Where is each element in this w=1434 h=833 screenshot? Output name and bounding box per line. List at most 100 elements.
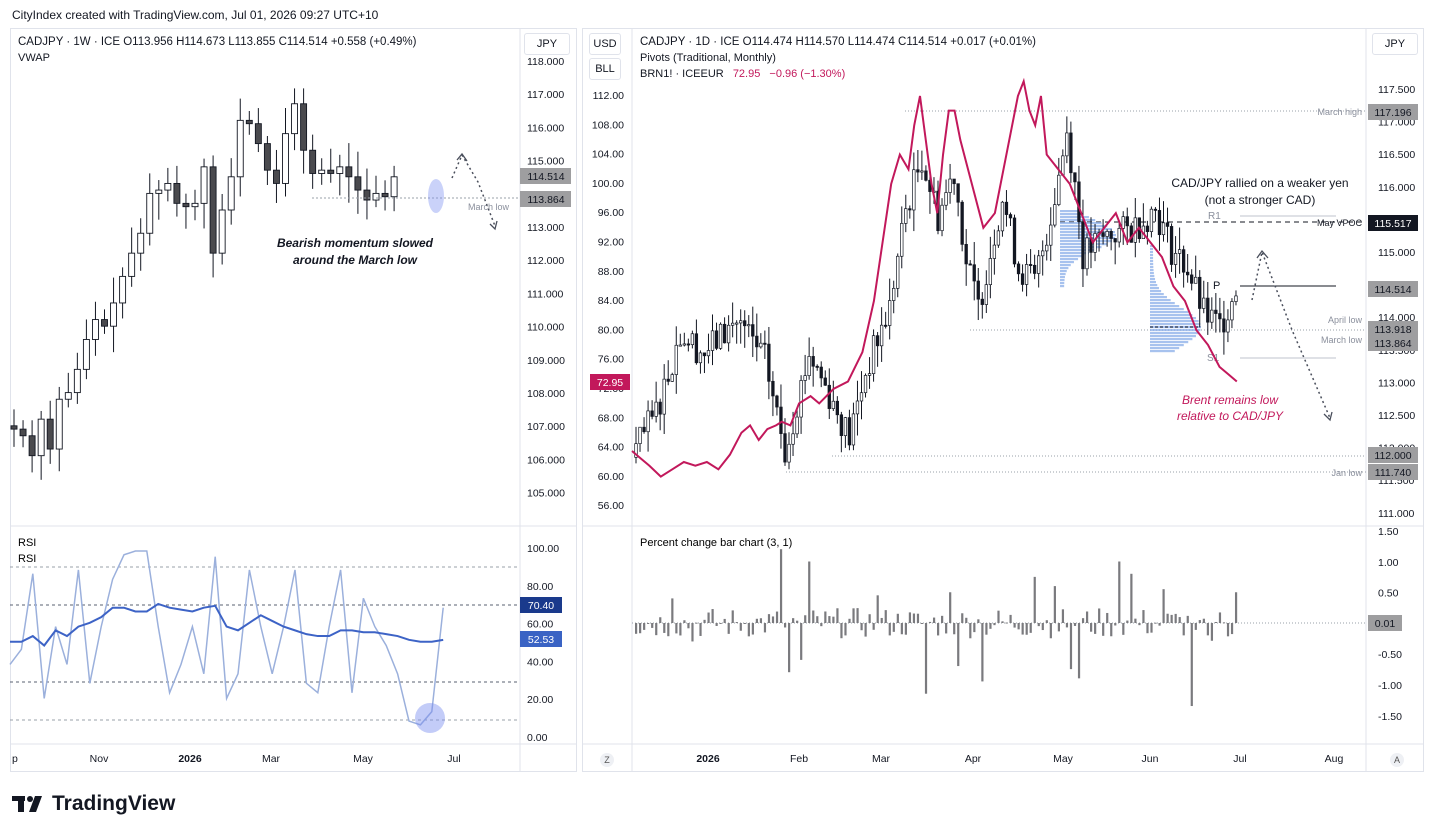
pct-bar-82 [965,617,968,623]
pct-y-tick-1: 1.00 [1378,557,1399,569]
left-candles [10,88,398,480]
right-currency-button[interactable]: JPY [1372,33,1418,55]
pct-bar-99 [1033,576,1036,623]
left-currency-button[interactable]: JPY [524,33,570,55]
right-candle-body-57 [863,375,868,394]
pct-bar-8 [667,623,670,637]
left-chart-panel[interactable] [10,28,577,772]
pct-label: Percent change bar chart (3, 1) [640,537,792,549]
pct-bar-85 [977,619,980,623]
pct-bar-11 [679,623,682,636]
right-candle-body-147 [1226,319,1230,333]
right-candle-body-72 [924,170,928,181]
rsi-tag-1-bg [520,597,562,613]
left-candle-body-22 [209,166,217,254]
left-y-axis[interactable]: 118.000117.000116.000115.000114.000113.0… [527,56,565,500]
right-candle-body-132 [1165,222,1170,227]
rsi-y-tick-3: 40.00 [527,656,553,668]
right-candle-body-7 [662,378,666,415]
timezone-button[interactable]: Z [600,753,614,767]
left-y-tick-10: 108.000 [527,388,565,400]
right-candle-body-46 [819,366,823,379]
right-candle-body-90 [996,230,1001,246]
left-candle-body-39 [363,189,371,201]
right-candle-body-6 [658,401,662,415]
left-candle-body-17 [164,182,172,191]
pct-bar-24 [731,610,734,623]
usd-scale-button[interactable]: USD [589,33,621,55]
right-candle-body-35 [775,395,779,408]
left-candle-body-27 [254,123,262,145]
pct-bar-63 [888,623,891,636]
auto-scale-button[interactable]: A [1390,753,1404,767]
right-candle-body-50 [835,400,839,416]
vp-jun-bar-28 [1150,329,1201,332]
right-candle-body-22 [722,323,727,344]
right-indicator-pivots: Pivots (Traditional, Monthly) [640,52,776,64]
pct-bar-37 [783,623,787,628]
vp-jun-bar-16 [1150,293,1164,296]
right-y-tick-9: 113.000 [1378,377,1415,389]
rsi-tag-2-bg [520,631,562,647]
left-y-tick-12: 106.000 [527,454,565,466]
brent-y-tick-4: 96.00 [598,207,624,219]
left-candle-body-23 [218,209,226,254]
right-x-axis[interactable]: 2026 Feb Mar Apr May Jun Jul Aug [696,753,1343,765]
pct-bar-4 [651,623,654,628]
pct-bar-93 [1009,614,1012,623]
right-candle-body-29 [751,324,755,337]
pct-bar-27 [743,623,746,624]
bll-scale-button[interactable]: BLL [589,58,621,80]
right-price-tag-bg-5 [1368,447,1418,463]
right-price-tag-3: 113.918 [1374,324,1411,336]
vp-jun-bar-34 [1150,347,1180,350]
pct-bar-77 [945,623,948,634]
pct-bar-40 [796,620,799,623]
brent-y-tick-5: 92.00 [598,237,624,249]
pct-bar-49 [832,616,835,623]
rsi-fast-line [9,550,444,726]
pct-bar-64 [892,623,895,632]
right-candle-body-78 [948,178,952,193]
right-candle-body-112 [1085,237,1089,270]
right-candle-body-102 [1045,244,1049,252]
brent-tag: 72.95 [597,377,623,389]
left-candle-body-5 [55,398,63,450]
pct-bar-109 [1073,623,1077,626]
pct-bar-9 [671,598,674,623]
right-candle-body-36 [779,406,783,434]
tradingview-logo[interactable]: TradingView [12,792,175,816]
rsi-label-2: RSI [18,553,36,565]
right-candle-body-139 [1194,276,1198,284]
right-candle-body-27 [743,320,747,327]
left-candle-body-16 [155,189,163,194]
left-highlight-circle [428,179,444,213]
pct-bar-121 [1122,623,1125,635]
right-candle-body-110 [1077,181,1081,223]
pct-bar-142 [1206,623,1209,636]
rsi-y-axis[interactable]: 100.00 80.00 60.00 40.00 20.00 0.00 [527,543,559,744]
vp-may-bar-18 [1060,264,1071,267]
rsi-tag-2: 52.53 [528,634,554,646]
left-candle-body-29 [273,169,280,184]
right-candle-body-44 [811,356,815,367]
pct-bar-48 [828,616,831,623]
right-candle-body-138 [1190,274,1194,284]
pct-bar-146 [1222,622,1226,624]
brent-y-tick-3: 100.00 [592,178,624,190]
vp-jun-bar-26 [1150,323,1201,326]
right-candle-body-70 [916,169,920,173]
right-arrow-head-up [1256,249,1269,259]
right-left-y-axis[interactable]: 112.00 108.00 104.00 100.00 96.00 92.00 88.00 8… [592,90,624,512]
vp-may-bar-23 [1060,279,1065,282]
pct-bar-53 [848,618,851,623]
pct-bar-141 [1202,618,1205,623]
vp-jun-bar-10 [1150,275,1155,278]
pct-bar-123 [1130,573,1133,623]
pct-bar-59 [872,623,875,630]
pct-bar-58 [868,614,871,623]
brent-legend-value: 72.95 [732,68,761,80]
left-price-tag-marchlow-bg [520,191,571,207]
pct-bar-83 [969,623,972,639]
right-candle-body-60 [875,335,880,347]
